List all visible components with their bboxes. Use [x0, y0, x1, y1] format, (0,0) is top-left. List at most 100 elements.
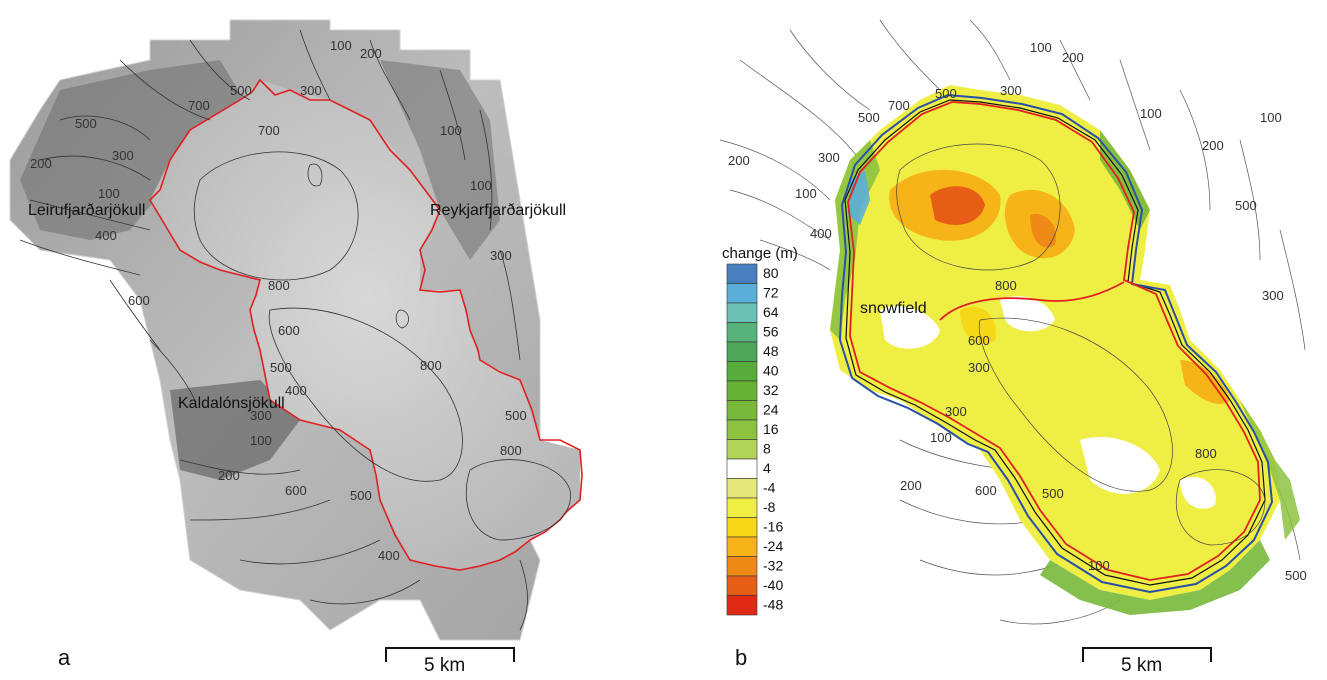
legend-label: 40: [763, 363, 779, 379]
panel-a-map: 200 500 300 100 700 500 300 100 200 100 …: [9, 19, 583, 676]
contour-label: 300: [300, 83, 322, 98]
contour-label: 800: [1195, 446, 1217, 461]
contour-label: 300: [490, 248, 512, 263]
outline-blue: [838, 93, 1274, 594]
icecap-surface: [150, 80, 580, 570]
terrain-shading: [170, 380, 300, 480]
contour-label: 200: [728, 153, 750, 168]
contour-label: 100: [470, 178, 492, 193]
contour-label: 700: [888, 98, 910, 113]
legend-label: 24: [763, 402, 779, 418]
contour-label: 500: [270, 360, 292, 375]
legend-label: -48: [763, 597, 783, 613]
contour-label: 500: [935, 86, 957, 101]
place-name-leirufjardarjokull: Leirufjarðarjökull: [28, 202, 145, 219]
outline-red: [847, 101, 1261, 581]
contour-label: 600: [968, 333, 990, 348]
legend-label: -8: [763, 499, 776, 515]
legend-swatch: [726, 478, 758, 499]
contour-label: 500: [75, 116, 97, 131]
snowfield-label: snowfield: [860, 300, 927, 317]
contour-label: 400: [285, 383, 307, 398]
change-patch-orange: [960, 306, 996, 344]
contour-label: 700: [258, 123, 280, 138]
contour-label: 100: [1140, 106, 1162, 121]
change-patch-orange: [1180, 360, 1230, 405]
place-name-reykjarfjardarjokull: Reykjarfjarðarjökull: [430, 202, 566, 219]
legend-label: 4: [763, 460, 771, 476]
contour-label: 700: [188, 98, 210, 113]
contour-label: 600: [128, 293, 150, 308]
legend-swatch: [726, 263, 758, 284]
scale-label-a: 5 km: [424, 655, 465, 676]
legend-label: -32: [763, 558, 783, 574]
contour-label: 800: [268, 278, 290, 293]
legend-label: -4: [763, 480, 776, 496]
legend-label: 8: [763, 441, 771, 457]
legend-label: -24: [763, 538, 783, 554]
contour-label: 600: [975, 483, 997, 498]
contour-label: 100: [1260, 110, 1282, 125]
panel-label-b: b: [735, 645, 747, 670]
contour-label: 500: [858, 110, 880, 125]
legend-swatch: [726, 283, 758, 304]
panel-b-map: 500 100 200 100 300 700 500 300 200 100 …: [719, 19, 1307, 676]
contour-label: 800: [420, 358, 442, 373]
contour-label: 100: [930, 430, 952, 445]
contour-label: 100: [330, 38, 352, 53]
legend-label: 32: [763, 382, 779, 398]
legend-label: -40: [763, 577, 783, 593]
legend-swatch: [726, 439, 758, 460]
terrain-shading: [20, 60, 250, 240]
change-patch-white: [1080, 436, 1160, 494]
contour-label: 500: [230, 83, 252, 98]
contour-label: 100: [1030, 40, 1052, 55]
panel-label-a: a: [58, 645, 71, 670]
contour-label: 500: [1235, 198, 1257, 213]
legend-label: 64: [763, 304, 779, 320]
legend-swatch: [726, 556, 758, 577]
contour-label: 500: [505, 408, 527, 423]
legend-label: 16: [763, 421, 779, 437]
contour-label: 300: [250, 408, 272, 423]
contour-label: 400: [95, 228, 117, 243]
change-patch-green: [1040, 540, 1270, 615]
contour-label: 500: [350, 488, 372, 503]
legend-swatch: [726, 497, 758, 518]
contour-label: 200: [30, 156, 52, 171]
change-patch-blue: [848, 170, 870, 225]
contour-label: 200: [1202, 138, 1224, 153]
change-patch-red: [1030, 214, 1056, 248]
legend-swatch: [726, 595, 758, 616]
change-patch-red: [930, 186, 985, 225]
legend-label: 56: [763, 324, 779, 340]
contour-label: 300: [1262, 288, 1284, 303]
legend-swatches: 80 72 64 56 48 40 32 24 16 8 4 -4 -8 -16 -24 -32 -40 -48: [726, 263, 783, 616]
legend-swatch: [726, 419, 758, 440]
scale-bar-b: 5 km: [1082, 647, 1212, 676]
contour-label: 300: [968, 360, 990, 375]
contour-label: 200: [900, 478, 922, 493]
legend-label: 80: [763, 265, 779, 281]
contour-label: 500: [1285, 568, 1307, 583]
legend-swatch: [726, 361, 758, 382]
contour-label: 600: [285, 483, 307, 498]
legend-label: -16: [763, 519, 783, 535]
outline-black: [844, 99, 1266, 586]
legend-swatch: [726, 400, 758, 421]
contour-label: 300: [945, 404, 967, 419]
contour-label: 300: [818, 150, 840, 165]
contour-label: 300: [112, 148, 134, 163]
contour-label: 500: [1042, 486, 1064, 501]
legend-swatch: [726, 458, 758, 479]
contour-label: 400: [378, 548, 400, 563]
contour-label: 100: [98, 186, 120, 201]
contour-label: 100: [795, 186, 817, 201]
contour-label: 800: [995, 278, 1017, 293]
scale-label-b: 5 km: [1121, 655, 1162, 676]
contour-label: 100: [250, 433, 272, 448]
legend-swatch: [726, 575, 758, 596]
legend-swatch: [726, 302, 758, 323]
contour-labels: 200 500 300 100 700 500 300 100 200 100 …: [30, 38, 527, 563]
